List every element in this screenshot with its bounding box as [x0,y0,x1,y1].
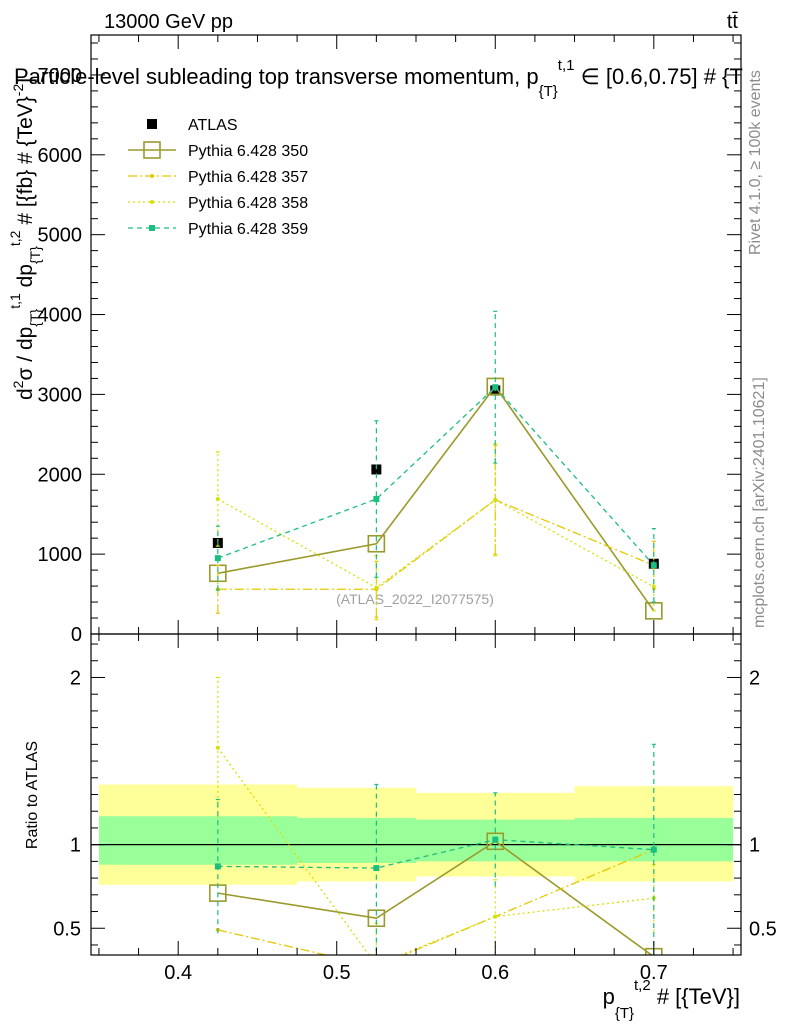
main-plot-area [91,35,741,634]
y-tick-label: 3000 [38,384,83,406]
main-title-sup: t,1 [558,57,575,74]
legend-marker [150,174,154,178]
ylabel-b: σ / dp [14,327,37,381]
y-tick-label: 4000 [38,305,83,327]
energy-label: 13000 GeV pp [104,11,233,33]
main-series-group [209,310,663,621]
y-tick-label: 0 [71,624,82,646]
ratio-series-3 [214,743,657,955]
ratio-line-3 [217,838,654,869]
y-tick-label: 7000 [38,65,83,87]
legend-entry-4: Pythia 6.428 359 [128,221,308,238]
series-4 [214,310,657,603]
data-point [374,585,379,590]
xlabel-sup: t,2 [634,977,651,994]
ratio-y-tick-label: 2 [70,667,81,689]
ratio-point [650,846,657,853]
ratio-bands [91,784,741,885]
ratio-line-0 [217,840,653,955]
inner-band [297,817,416,864]
x-tick-label: 0.6 [481,962,509,984]
legend-label: Pythia 6.428 357 [188,169,308,186]
legend-entry-2: Pythia 6.428 357 [128,169,308,186]
legend-marker [150,200,154,204]
ratio-point [215,745,220,750]
legend-label: ATLAS [188,117,238,134]
data-point [493,497,498,502]
data-point [367,534,386,553]
legend-marker [143,141,161,159]
ratio-axes: 0.5 0.5 1 1 2 2 0.4 0.5 0.6 0.7 [53,633,777,984]
legend-label: Pythia 6.428 350 [188,143,308,160]
ylabel-sup4: -2 [10,84,26,97]
ylabel-c: dp [14,264,37,293]
process-label: tt̄ [727,11,739,33]
x-tick-label: 0.4 [164,962,192,984]
legend-marker [149,225,155,231]
main-title-sub: {T} [539,83,558,100]
data-point [371,464,382,475]
ratio-point [367,909,386,928]
rivet-label: Rivet 4.1.0, ≥ 100k events [747,70,764,255]
main-panel [91,35,741,634]
ratio-y-tick-label-right: 1 [749,835,760,857]
ratio-ylabel: Ratio to ATLAS [24,741,41,849]
ylabel-sup3: t,2 [7,230,23,246]
main-title-b: ∈ [0.6,0.75] # {T [574,64,742,89]
ratio-y-tick-label: 1 [70,835,81,857]
legend-entry-0: ATLAS [147,117,238,134]
x-tick-label: 0.7 [640,962,668,984]
series-line-4 [217,386,655,566]
legend-label: Pythia 6.428 358 [188,195,308,212]
main-axes: 0 1000 2000 3000 4000 5000 6000 7000 [38,34,742,646]
series-line-3 [217,498,655,589]
data-point [215,497,220,502]
xlabel-a: p [603,984,615,1009]
series-line-1 [217,385,655,612]
main-ylabel: d2σ / dp{T}t,1 dp{T}t,2 # [{fb} # {TeV}-… [7,78,43,400]
series-line-2 [217,499,655,590]
analysis-watermark: (ATLAS_2022_I2077575) [336,591,494,607]
ylabel-sub2: {T} [27,246,43,264]
mcplots-label: mcplots.cern.ch [arXiv:2401.10621] [751,377,768,628]
ratio-point [374,963,378,967]
ylabel-sup2: t,1 [7,293,23,309]
ratio-point [214,863,221,870]
ratio-point [492,836,499,843]
ratio-y-tick-label: 0.5 [53,918,81,940]
data-point [651,584,656,589]
x-tick-label: 0.5 [323,962,351,984]
legend-label: Pythia 6.428 359 [188,221,308,238]
ylabel-e: ] [14,78,37,84]
xlabel: p{T}t,2 # [{TeV}] [603,977,740,1022]
data-point [650,562,657,569]
data-point [492,384,499,391]
data-point [645,602,663,620]
legend-marker [147,119,157,129]
ratio-y-tick-label-right: 2 [749,667,760,689]
main-title-a: Particle-level subleading top transverse… [14,64,539,89]
legend-entry-3: Pythia 6.428 358 [128,195,308,212]
xlabel-b: # [{TeV}] [651,984,740,1009]
y-tick-label: 5000 [38,225,83,247]
inner-band [98,816,298,865]
data-point [373,496,380,503]
ylabel-sup1: 2 [10,380,26,388]
xlabel-sub: {T} [615,1005,634,1022]
ratio-y-tick-label-right: 0.5 [749,918,777,940]
ylabel-d: # [{fb} # {TeV} [14,96,37,230]
ylabel-a: d [14,388,37,400]
legend-entry-1: Pythia 6.428 350 [128,141,308,160]
main-title: Particle-level subleading top transverse… [14,57,743,100]
legend: ATLAS Pythia 6.428 350 Pythia 6.428 357 Pyt… [128,117,308,238]
y-tick-label: 1000 [38,544,83,566]
ylabel-sub1: {T} [27,308,43,326]
ratio-point [374,965,378,969]
ratio-point [373,865,380,872]
y-tick-label: 2000 [38,464,83,486]
data-point [214,555,221,562]
y-tick-label: 6000 [38,145,83,167]
ratio-point [493,914,498,919]
